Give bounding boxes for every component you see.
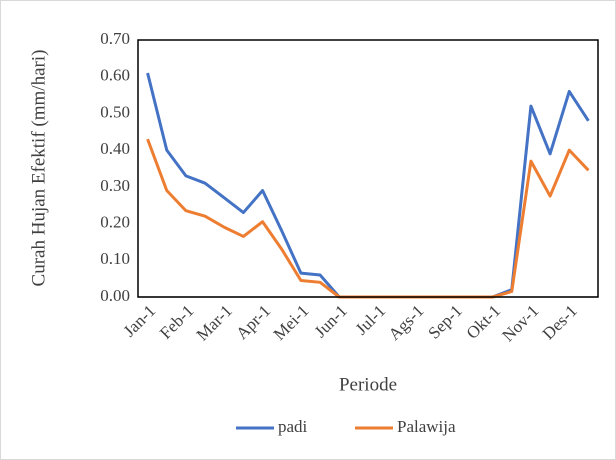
y-tick-label: 0.70: [100, 29, 130, 48]
y-tick-label: 0.40: [100, 139, 130, 158]
y-tick-label: 0.50: [100, 102, 130, 121]
x-axis-label: Periode: [339, 374, 397, 395]
y-tick-label: 0.20: [100, 212, 130, 231]
y-tick-label: 0.10: [100, 249, 130, 268]
y-tick-label: 0.60: [100, 66, 130, 85]
y-tick-label: 0.00: [100, 286, 130, 305]
legend-label: padi: [278, 417, 308, 436]
y-axis-label: Curah Hujan Efektif (mm/hari): [28, 50, 49, 287]
legend-label: Palawija: [397, 417, 456, 436]
y-tick-label: 0.30: [100, 176, 130, 195]
plot-border: [137, 39, 599, 298]
